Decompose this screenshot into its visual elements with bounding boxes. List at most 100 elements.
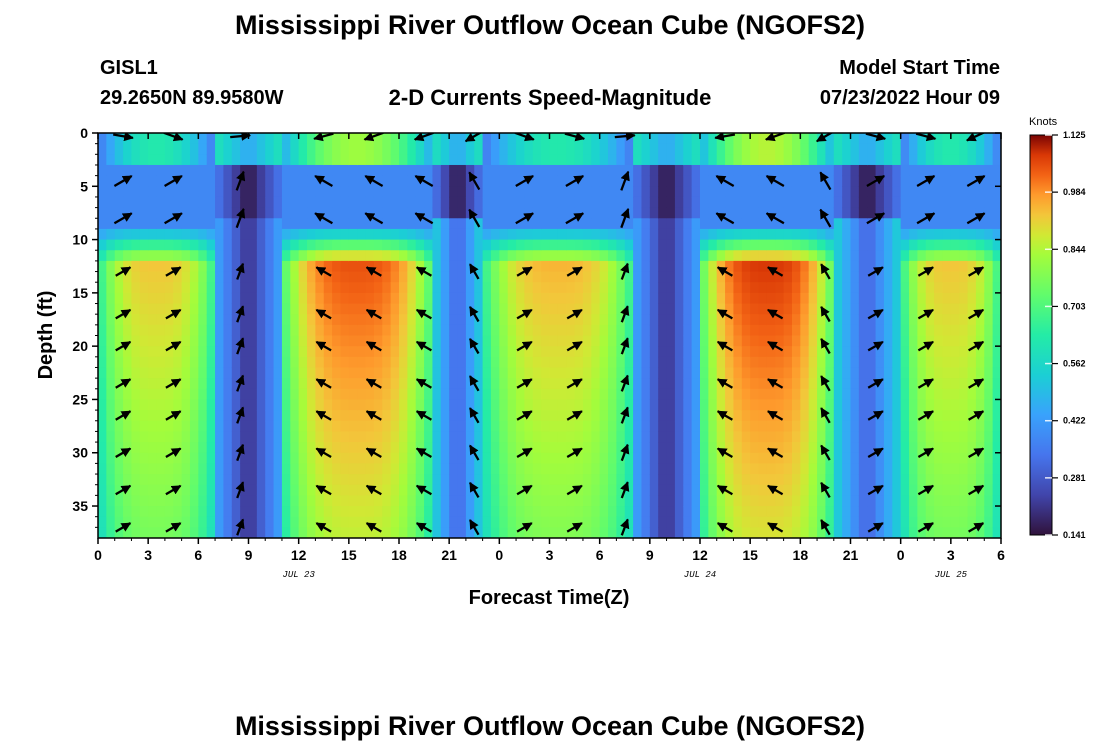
heat-cell (98, 410, 107, 422)
heat-cell (808, 282, 818, 294)
heat-cell (449, 420, 459, 433)
heat-cell (574, 324, 584, 337)
current-vector (365, 522, 382, 533)
current-vector (115, 484, 132, 496)
heat-cell (181, 239, 191, 251)
heat-cell (248, 239, 258, 251)
heat-cell (139, 314, 149, 326)
heat-cell (875, 420, 885, 433)
heat-cell (189, 282, 199, 294)
heat-cell (256, 420, 266, 433)
heat-cell (139, 239, 149, 251)
heat-cell (382, 442, 392, 454)
heat-cell (624, 218, 634, 230)
heat-cell (733, 463, 743, 475)
current-vector (820, 375, 831, 392)
heat-cell (758, 196, 768, 209)
heat-cell (775, 527, 785, 538)
heat-cell (240, 250, 250, 262)
heat-cell (758, 474, 768, 486)
heat-cell (641, 228, 651, 241)
heat-cell (399, 303, 408, 315)
heat-cell (323, 516, 333, 528)
heat-cell (307, 292, 316, 305)
heat-cell (750, 324, 760, 337)
heat-cell (499, 143, 509, 155)
heat-cell (582, 143, 592, 155)
heat-cell (148, 196, 158, 209)
heat-cell (666, 292, 676, 305)
heat-cell (549, 388, 559, 401)
heat-cell (382, 474, 392, 486)
heat-cell (382, 154, 392, 166)
heat-cell (725, 271, 735, 283)
heat-cell (867, 218, 877, 230)
heat-cell (131, 314, 141, 326)
heat-cell (156, 154, 166, 166)
heat-cell (432, 282, 442, 294)
heat-cell (173, 239, 183, 251)
heat-cell (457, 271, 467, 283)
heat-cell (281, 154, 291, 166)
heat-cell (708, 282, 718, 294)
heat-cell (240, 228, 250, 241)
heat-cell (733, 250, 743, 262)
heat-cell (909, 527, 918, 538)
heat-cell (850, 452, 860, 464)
heat-cell (290, 133, 300, 145)
heat-cell (624, 314, 634, 326)
heat-cell (666, 196, 676, 209)
heat-cell (215, 442, 225, 454)
heat-cell (415, 495, 425, 507)
heat-cell (959, 410, 969, 422)
heat-cell (273, 516, 283, 528)
heat-cell (766, 260, 776, 273)
heat-cell (298, 463, 308, 475)
heat-cell (817, 346, 827, 358)
heat-cell (440, 196, 450, 209)
heat-cell (599, 143, 609, 155)
heat-cell (298, 133, 308, 145)
heat-cell (516, 527, 526, 538)
heat-cell (532, 260, 542, 273)
heat-cell (934, 228, 944, 241)
heat-cell (340, 186, 350, 198)
heat-cell (909, 410, 918, 422)
heat-cell (833, 420, 843, 433)
heat-cell (858, 164, 868, 177)
heat-cell (465, 292, 475, 305)
heat-cell (532, 474, 542, 486)
heat-cell (256, 516, 266, 528)
heat-cell (223, 143, 233, 155)
heat-cell (240, 186, 250, 198)
heat-cell (273, 207, 283, 219)
heat-cell (357, 452, 367, 464)
heat-cell (248, 346, 258, 358)
heat-cell (708, 324, 718, 337)
heat-cell (750, 463, 760, 475)
heat-cell (549, 175, 559, 187)
current-vector (716, 484, 733, 496)
heat-cell (934, 260, 944, 273)
heat-cell (917, 378, 927, 390)
heat-cell (173, 346, 183, 358)
heat-cell (674, 164, 684, 177)
heat-cell (557, 378, 567, 390)
current-vector (469, 263, 480, 280)
heat-cell (658, 452, 668, 464)
heat-cell (992, 175, 1001, 187)
heat-cell (566, 196, 576, 209)
heat-cell (566, 133, 576, 145)
heat-cell (641, 516, 651, 528)
heat-cell (440, 218, 450, 230)
heat-cell (164, 271, 174, 283)
heat-cell (148, 282, 158, 294)
heat-cell (348, 388, 358, 401)
heat-cell (549, 346, 559, 358)
heat-cell (198, 431, 208, 443)
heat-cell (474, 506, 484, 518)
heat-cell (256, 399, 266, 411)
heat-cell (281, 367, 291, 379)
heat-cell (892, 207, 902, 219)
heat-cell (156, 356, 166, 369)
